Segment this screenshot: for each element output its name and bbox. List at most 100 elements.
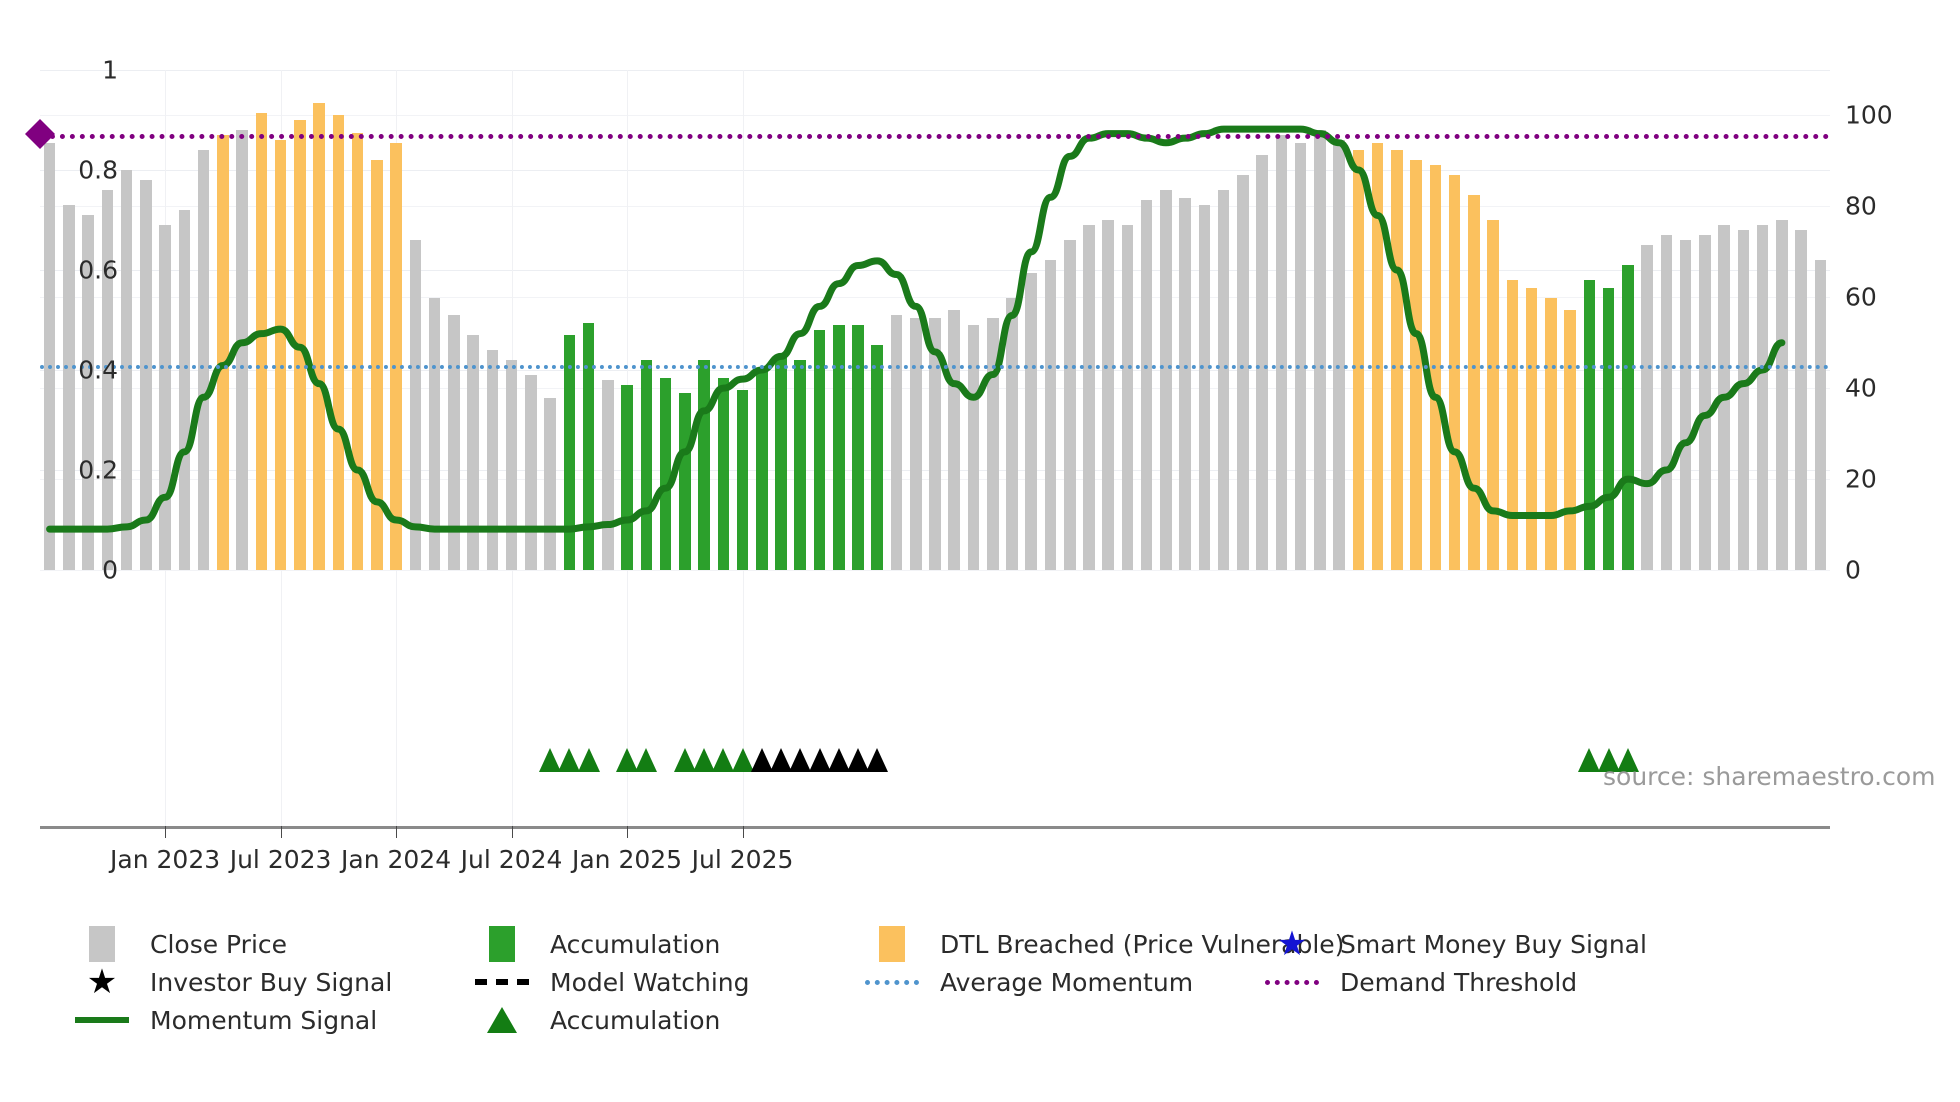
accumulation-triangle-green bbox=[539, 748, 562, 772]
bar-close-price bbox=[505, 360, 518, 570]
legend-item-accumulation-triangle[interactable]: Accumulation bbox=[470, 1001, 720, 1039]
legend-item-close-price[interactable]: Close Price bbox=[70, 925, 287, 963]
bar-dtl-breached bbox=[390, 142, 402, 570]
bar-accumulation bbox=[717, 377, 730, 570]
bar-accumulation bbox=[736, 390, 749, 570]
bar-close-price bbox=[1314, 130, 1326, 570]
legend-item-demand-threshold[interactable]: Demand Threshold bbox=[1260, 963, 1577, 1001]
legend-item-smart-money-buy[interactable]: ★ Smart Money Buy Signal bbox=[1260, 925, 1647, 963]
bar-close-price bbox=[602, 380, 614, 570]
accumulation-triangle-green bbox=[1597, 748, 1620, 772]
x-tick-mark bbox=[511, 826, 513, 838]
bar-close-price bbox=[1699, 235, 1711, 570]
x-tick-mark bbox=[396, 826, 398, 838]
bar-close-price bbox=[197, 150, 210, 570]
bar-accumulation bbox=[659, 377, 672, 570]
y-tick-left-label: 0.4 bbox=[78, 355, 118, 385]
bar-close-price bbox=[986, 317, 999, 570]
x-tick-label: Jan 2024 bbox=[341, 845, 452, 874]
bar-accumulation bbox=[1602, 287, 1615, 570]
bar-close-price bbox=[1198, 205, 1211, 570]
x-tick-label: Jan 2025 bbox=[571, 845, 683, 874]
accumulation-triangle-black bbox=[750, 748, 773, 772]
y-tick-right-label: 80 bbox=[1845, 191, 1877, 221]
bar-accumulation bbox=[813, 330, 826, 570]
bar-close-price bbox=[1737, 230, 1750, 570]
gridline-h bbox=[40, 70, 1830, 71]
x-tick-label: Jan 2023 bbox=[110, 845, 221, 874]
momentum-signal-line-swatch bbox=[75, 1017, 129, 1023]
legend-label: DTL Breached (Price Vulnerable) bbox=[940, 929, 1345, 959]
bar-close-price bbox=[159, 225, 171, 570]
bar-dtl-breached bbox=[274, 140, 287, 570]
legend-item-average-momentum[interactable]: Average Momentum bbox=[860, 963, 1193, 1001]
bar-close-price bbox=[1333, 140, 1345, 570]
bar-close-price bbox=[467, 335, 479, 570]
bar-dtl-breached bbox=[371, 160, 383, 570]
bar-dtl-breached bbox=[1448, 175, 1461, 570]
legend-row-3: Momentum Signal Accumulation bbox=[70, 1001, 1920, 1039]
bar-close-price bbox=[967, 325, 980, 570]
bar-close-price bbox=[120, 170, 133, 570]
bar-accumulation bbox=[832, 325, 845, 570]
y-tick-right-label: 100 bbox=[1845, 100, 1893, 130]
x-tick-mark bbox=[280, 826, 282, 838]
y-tick-left-label: 0 bbox=[102, 555, 118, 585]
legend-item-model-watching[interactable]: Model Watching bbox=[470, 963, 750, 1001]
x-tick-mark bbox=[165, 826, 167, 838]
bar-close-price bbox=[1776, 220, 1788, 570]
x-tick-mark bbox=[742, 826, 744, 838]
bar-close-price bbox=[1063, 240, 1076, 570]
bar-accumulation bbox=[1583, 280, 1596, 570]
bar-close-price bbox=[948, 310, 961, 570]
accumulation-triangle-green bbox=[731, 748, 754, 772]
bar-dtl-breached bbox=[351, 132, 364, 570]
accumulation-triangle-green bbox=[577, 748, 600, 772]
bar-close-price bbox=[448, 315, 460, 570]
bar-close-price bbox=[1083, 225, 1095, 570]
bar-accumulation bbox=[640, 360, 653, 570]
legend-item-dtl-breached[interactable]: DTL Breached (Price Vulnerable) bbox=[860, 925, 1344, 963]
bar-dtl-breached bbox=[313, 102, 325, 570]
demand-threshold-line bbox=[40, 133, 1830, 139]
gridline-h-right bbox=[40, 297, 1830, 299]
bar-close-price bbox=[1160, 190, 1172, 570]
legend-item-investor-buy[interactable]: ★ Investor Buy Signal bbox=[70, 963, 393, 1001]
accumulation-triangle-black bbox=[808, 748, 831, 772]
legend-label: Demand Threshold bbox=[1340, 967, 1578, 997]
accumulation-triangle-green bbox=[673, 748, 696, 772]
legend-label: Momentum Signal bbox=[150, 1005, 378, 1035]
accumulation-triangle-green bbox=[1578, 748, 1601, 772]
bar-close-price bbox=[1814, 260, 1827, 570]
x-tick-label: Jul 2024 bbox=[460, 845, 563, 874]
bar-close-price bbox=[544, 397, 556, 570]
legend-label: Accumulation bbox=[550, 929, 721, 959]
bar-close-price bbox=[1256, 155, 1268, 570]
bar-close-price bbox=[82, 215, 94, 570]
bar-accumulation bbox=[582, 322, 595, 570]
bar-close-price bbox=[1641, 245, 1653, 570]
bar-dtl-breached bbox=[1468, 195, 1480, 570]
bar-close-price bbox=[1237, 175, 1249, 570]
y-tick-right-label: 0 bbox=[1845, 555, 1861, 585]
bar-accumulation bbox=[775, 355, 787, 570]
legend-item-momentum-signal[interactable]: Momentum Signal bbox=[70, 1001, 377, 1039]
bar-close-price bbox=[525, 375, 537, 570]
bar-close-price bbox=[1660, 235, 1673, 570]
bar-close-price bbox=[1179, 197, 1191, 570]
accumulation-triangle-green bbox=[616, 748, 639, 772]
bar-close-price bbox=[1795, 230, 1807, 570]
bar-close-price bbox=[486, 350, 499, 570]
legend-item-accumulation-bar[interactable]: Accumulation bbox=[470, 925, 720, 963]
accumulation-triangle-green bbox=[635, 748, 658, 772]
plot-area bbox=[25, 70, 1830, 826]
demand-threshold-start-marker bbox=[25, 118, 55, 149]
legend-label: Investor Buy Signal bbox=[150, 967, 393, 997]
gridline-h bbox=[40, 170, 1830, 171]
legend-label: Average Momentum bbox=[940, 967, 1194, 997]
bar-close-price bbox=[929, 317, 941, 570]
accumulation-triangle-green bbox=[712, 748, 735, 772]
legend-label: Model Watching bbox=[550, 967, 750, 997]
momentum-signal-line bbox=[46, 125, 1786, 533]
accumulation-bar-swatch bbox=[489, 926, 515, 962]
